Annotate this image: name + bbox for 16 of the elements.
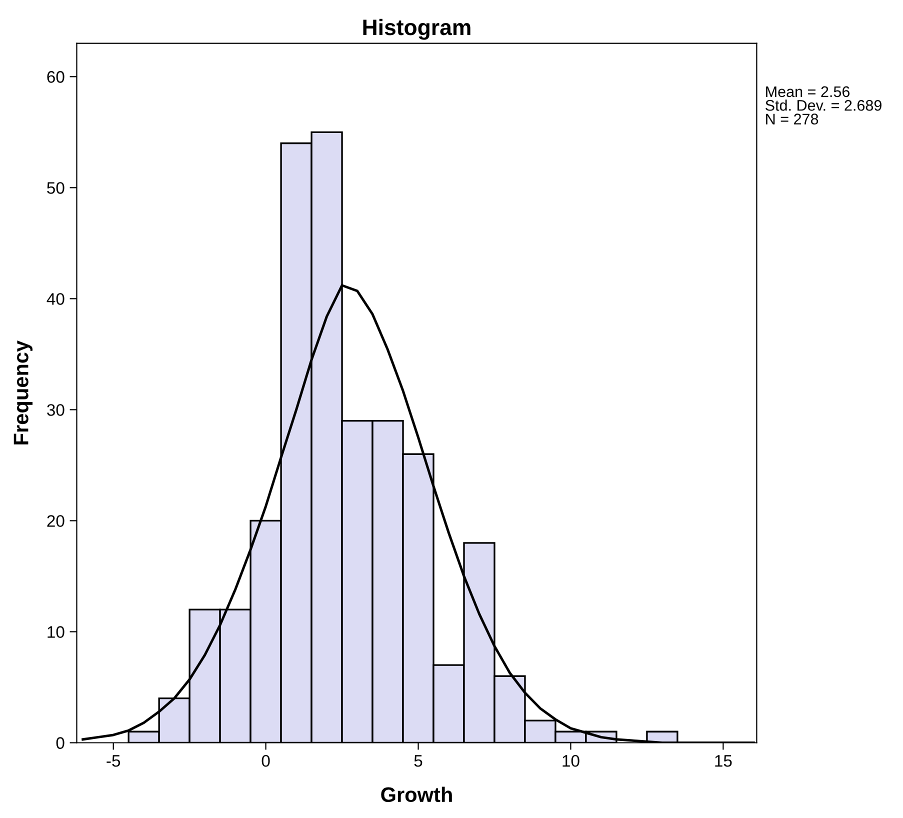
x-tick-label: 10 <box>562 754 580 767</box>
x-axis-title: Growth <box>381 786 452 802</box>
x-tick-label: 15 <box>715 755 732 767</box>
text: Mean = 2.56 Std. Dev. = 2.689 N = 278 <box>766 86 882 124</box>
chart-title: Histogram <box>363 18 470 40</box>
y-tick-label: 0 <box>56 737 64 749</box>
y-tick-label: 10 <box>48 626 64 638</box>
y-tick-label: 30 <box>47 404 64 416</box>
x-tick-label: 5 <box>414 755 422 767</box>
y-tick-label: 40 <box>46 293 64 305</box>
x-tick-label: 0 <box>262 754 270 767</box>
y-tick-label: 20 <box>47 515 64 527</box>
y-tick-label: 50 <box>47 182 64 194</box>
y-tick-label: 60 <box>47 71 64 83</box>
x-tick-label: -5 <box>106 755 120 767</box>
y-axis-title: Frequency <box>14 340 33 444</box>
